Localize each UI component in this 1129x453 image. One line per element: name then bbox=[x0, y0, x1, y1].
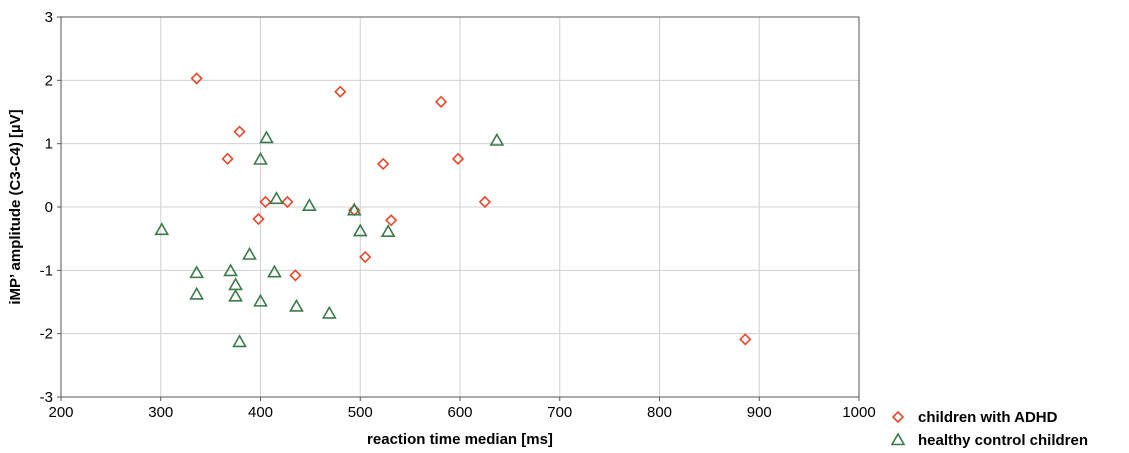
y-tick-label: 0 bbox=[45, 199, 53, 216]
data-point-triangle bbox=[253, 293, 268, 307]
data-point-diamond bbox=[190, 72, 203, 85]
data-point-diamond bbox=[478, 195, 492, 209]
series-adhd bbox=[190, 72, 752, 346]
x-tick-label: 300 bbox=[148, 404, 173, 421]
x-axis-ticks: 200 300 400 500 600 700 800 900 1000 bbox=[48, 397, 876, 421]
series-control bbox=[154, 130, 505, 348]
legend-marker-diamond bbox=[891, 410, 905, 424]
legend-item-adhd: children with ADHD bbox=[891, 409, 1058, 426]
data-point-diamond bbox=[233, 125, 246, 138]
x-tick-label: 700 bbox=[547, 404, 572, 421]
data-point-triangle bbox=[269, 191, 284, 205]
data-point-diamond bbox=[252, 212, 265, 226]
grid-lines bbox=[61, 17, 859, 397]
data-point-triangle bbox=[321, 305, 337, 319]
x-tick-label: 800 bbox=[647, 404, 672, 421]
legend-marker-triangle bbox=[890, 432, 906, 446]
x-tick-label: 500 bbox=[348, 404, 373, 421]
data-point-triangle bbox=[228, 277, 243, 291]
x-tick-label: 600 bbox=[447, 404, 472, 421]
legend-item-control: healthy control children bbox=[890, 432, 1088, 449]
data-point-diamond bbox=[359, 250, 372, 264]
data-points bbox=[154, 72, 752, 348]
y-tick-label: 1 bbox=[45, 136, 53, 153]
data-point-triangle bbox=[253, 151, 268, 165]
x-tick-label: 900 bbox=[747, 404, 772, 421]
data-point-diamond bbox=[289, 269, 302, 282]
data-point-triangle bbox=[189, 265, 205, 279]
data-point-triangle bbox=[346, 202, 362, 216]
y-tick-label: 2 bbox=[45, 72, 53, 89]
data-point-triangle bbox=[301, 198, 317, 212]
data-point-diamond bbox=[259, 195, 272, 209]
data-point-diamond bbox=[434, 95, 448, 108]
y-tick-label: -1 bbox=[40, 262, 53, 279]
data-point-diamond bbox=[281, 195, 294, 209]
data-point-triangle bbox=[242, 246, 257, 260]
data-point-diamond bbox=[451, 152, 465, 165]
data-point-diamond bbox=[385, 214, 398, 227]
data-point-triangle bbox=[223, 263, 238, 277]
legend: children with ADHD healthy control child… bbox=[890, 409, 1088, 449]
data-point-triangle bbox=[154, 222, 170, 236]
data-point-triangle bbox=[189, 286, 205, 300]
data-point-triangle bbox=[228, 288, 243, 302]
y-tick-label: -2 bbox=[40, 326, 53, 343]
x-tick-label: 200 bbox=[48, 404, 73, 421]
data-point-triangle bbox=[232, 334, 247, 348]
data-point-triangle bbox=[259, 130, 274, 144]
y-axis-label: iMP’ amplitude (C3-C4) [µV] bbox=[7, 109, 24, 304]
x-tick-label: 1000 bbox=[842, 404, 875, 421]
data-point-triangle bbox=[489, 132, 505, 146]
data-point-diamond bbox=[221, 152, 234, 165]
y-axis-ticks: -3 -2 -1 0 1 2 3 bbox=[40, 9, 61, 406]
data-point-triangle bbox=[380, 224, 396, 237]
x-axis-label: reaction time median [ms] bbox=[367, 431, 553, 448]
data-point-triangle bbox=[267, 264, 282, 278]
y-tick-label: -3 bbox=[40, 389, 53, 406]
data-point-triangle bbox=[352, 223, 368, 237]
y-tick-label: 3 bbox=[45, 9, 53, 26]
legend-label-adhd: children with ADHD bbox=[918, 409, 1058, 426]
data-point-diamond bbox=[334, 85, 347, 98]
x-tick-label: 400 bbox=[248, 404, 273, 421]
data-point-diamond bbox=[739, 333, 752, 346]
data-point-diamond bbox=[377, 157, 390, 171]
legend-label-control: healthy control children bbox=[918, 432, 1088, 449]
data-point-triangle bbox=[289, 298, 304, 312]
